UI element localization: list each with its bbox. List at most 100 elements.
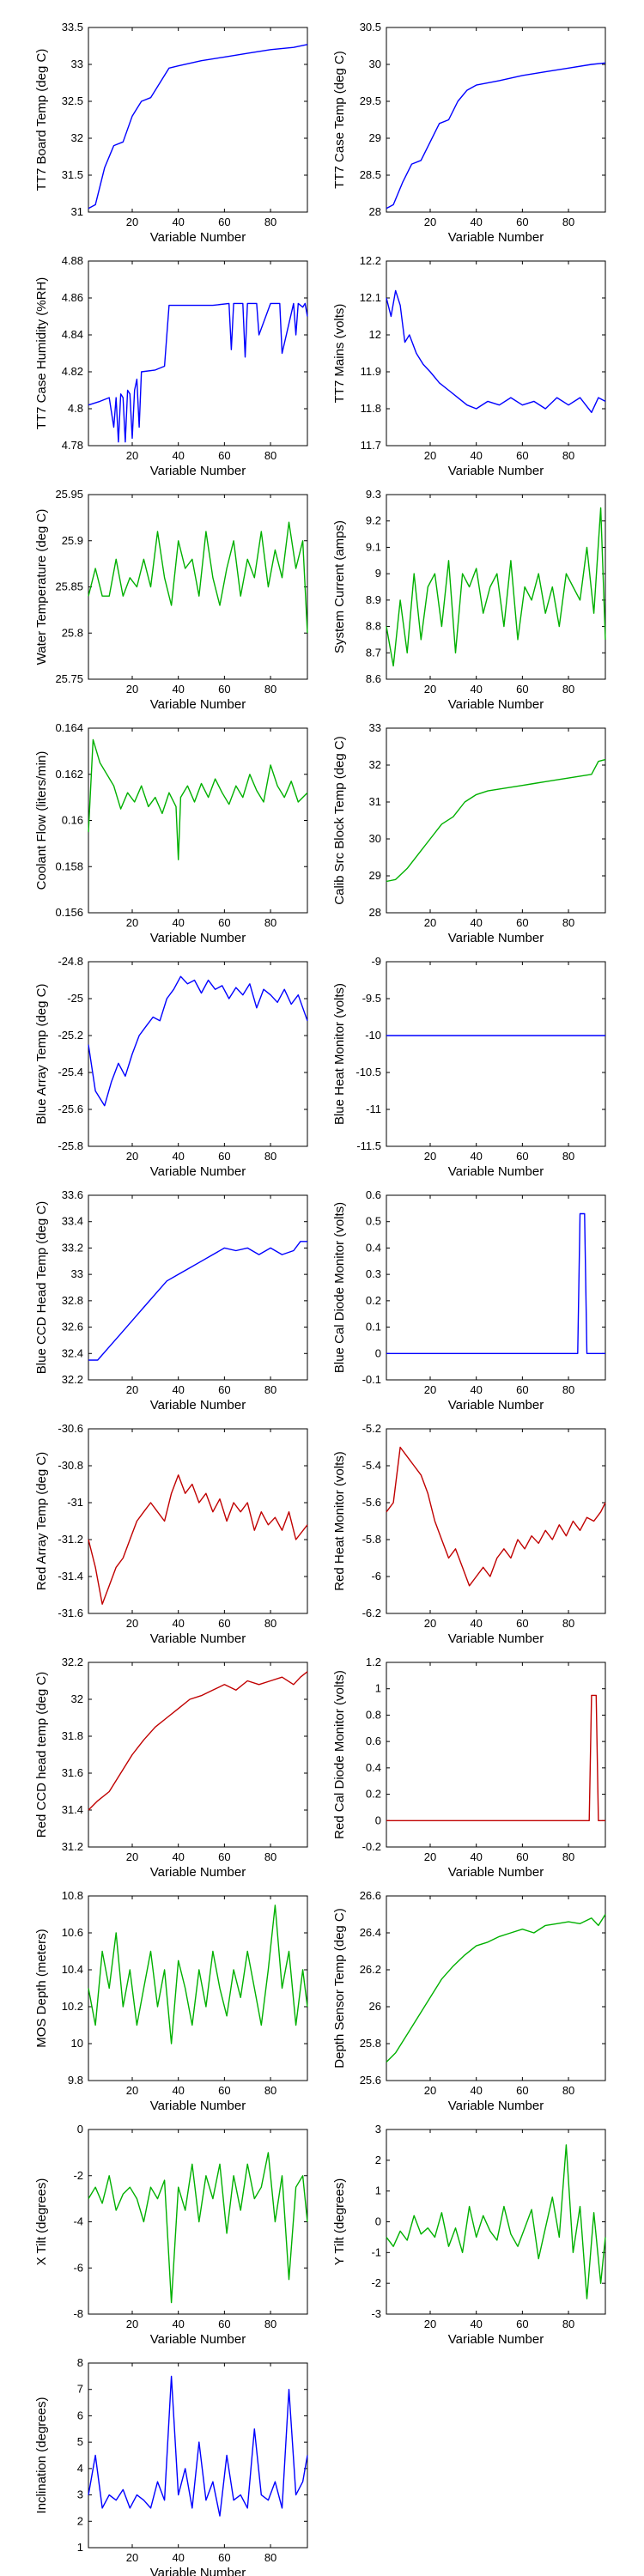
y-tick-label: 30 (369, 58, 381, 70)
x-tick-label: 40 (470, 1850, 482, 1863)
y-tick-label: -31.2 (58, 1533, 83, 1546)
x-tick-label: 60 (516, 216, 528, 228)
x-tick-label: 40 (172, 1383, 184, 1396)
y-tick-label: 25.85 (55, 580, 83, 593)
y-axis-label: X Tilt (degrees) (34, 2178, 49, 2266)
y-tick-label: 4.88 (62, 254, 83, 267)
x-tick-label: 60 (218, 1383, 230, 1396)
y-tick-label: -25.6 (58, 1103, 83, 1115)
y-tick-label: 7 (77, 2383, 83, 2396)
x-tick-label: 60 (516, 916, 528, 929)
series-line (386, 1446, 606, 1587)
y-tick-label: 1.2 (366, 1656, 381, 1668)
x-tick-label: 40 (172, 1617, 184, 1630)
x-tick-label: 60 (516, 1617, 528, 1630)
series-line (88, 2152, 308, 2304)
x-tick-label: 80 (562, 2084, 574, 2097)
x-tick-label: 60 (218, 1150, 230, 1163)
y-tick-label: 0 (375, 1814, 381, 1826)
series-line (88, 1671, 308, 1811)
y-axis-label: Coolant Flow (liters/min) (34, 751, 49, 890)
x-tick-label: 60 (218, 916, 230, 929)
y-tick-label: 31.5 (62, 168, 83, 181)
y-tick-label: 0.8 (366, 1708, 381, 1721)
chart-panel-6: 20 40 60 80 8.6 8.7 8.8 8.9 9 9.1 9.2 9.3 Variable N… (332, 488, 606, 712)
series-line (88, 738, 308, 860)
y-tick-label: -30.8 (58, 1459, 83, 1472)
plot-frame (88, 260, 308, 447)
x-tick-label: 40 (470, 916, 482, 929)
y-tick-label: 0.2 (366, 1788, 381, 1801)
plot-frame (386, 494, 606, 680)
y-tick-label: 32.2 (62, 1373, 83, 1386)
y-tick-label: 9.3 (366, 488, 381, 501)
y-tick-label: 1 (375, 2184, 381, 2197)
series-line (88, 302, 308, 443)
y-tick-label: 25.6 (360, 2074, 381, 2087)
y-axis-label: MOS Depth (meters) (34, 1929, 49, 2047)
y-tick-label: 30 (369, 832, 381, 845)
y-tick-label: 0.164 (55, 721, 83, 734)
y-tick-label: -31.6 (58, 1607, 83, 1619)
y-tick-label: -25.4 (58, 1066, 83, 1078)
y-axis-label: Red Array Temp (deg C) (34, 1452, 49, 1590)
plot-frame (88, 1194, 308, 1381)
y-tick-label: 0.5 (366, 1215, 381, 1228)
y-tick-label: -2 (371, 2276, 381, 2289)
x-axis-label: Variable Number (150, 1398, 246, 1413)
y-tick-label: -5.2 (362, 1422, 381, 1435)
x-axis-label: Variable Number (448, 1865, 544, 1880)
chart-panel-1: 20 40 60 80 31 31.5 32 32.5 33 33.5 Variable Numbe… (34, 21, 308, 245)
plot-frame (88, 2129, 308, 2315)
y-tick-label: 3 (375, 2123, 381, 2136)
plot-frame (386, 2129, 606, 2315)
chart-panel-7: 20 40 60 80 0.156 0.158 0.16 0.162 0.164 Variable… (34, 721, 308, 945)
y-tick-label: -9 (371, 955, 381, 968)
y-axis-label: Blue CCD Head Temp (deg C) (34, 1201, 49, 1374)
x-tick-label: 60 (218, 216, 230, 228)
y-tick-label: 2 (375, 2154, 381, 2166)
y-tick-label: -8 (73, 2307, 83, 2320)
x-axis-label: Variable Number (448, 230, 544, 245)
plot-frame (88, 727, 308, 914)
x-tick-label: 80 (264, 1617, 276, 1630)
y-tick-label: 25.8 (360, 2037, 381, 2050)
x-tick-label: 20 (424, 1617, 436, 1630)
y-tick-label: 0.4 (366, 1241, 381, 1254)
y-tick-label: -24.8 (58, 955, 83, 968)
y-tick-label: 33.5 (62, 21, 83, 33)
x-tick-label: 40 (470, 2318, 482, 2330)
y-tick-label: 1 (77, 2541, 83, 2554)
plot-frame (88, 961, 308, 1147)
x-tick-label: 20 (126, 916, 138, 929)
series-line (386, 62, 606, 210)
x-tick-label: 80 (562, 683, 574, 696)
y-axis-label: Blue Cal Diode Monitor (volts) (332, 1202, 347, 1373)
y-axis-label: Blue Array Temp (deg C) (34, 984, 49, 1125)
y-tick-label: 25.8 (62, 626, 83, 639)
x-axis-label: Variable Number (448, 2332, 544, 2347)
y-tick-label: -5.4 (362, 1459, 381, 1472)
chart-panel-12: 20 40 60 80 -0.1 0 0.1 0.2 0.3 0.4 0.5 0.6 Variable … (332, 1188, 606, 1413)
x-tick-label: 20 (424, 683, 436, 696)
x-tick-label: 20 (126, 216, 138, 228)
y-tick-label: -6.2 (362, 1607, 381, 1619)
x-axis-label: Variable Number (448, 2099, 544, 2113)
series-line (386, 1694, 605, 1822)
x-tick-label: 80 (562, 916, 574, 929)
y-tick-label: 28 (369, 906, 381, 919)
x-tick-label: 80 (562, 1850, 574, 1863)
y-tick-label: -25 (67, 992, 83, 1005)
x-tick-label: 60 (516, 1383, 528, 1396)
x-tick-label: 80 (264, 1383, 276, 1396)
y-axis-label: TT7 Mains (volts) (332, 304, 347, 404)
chart-panel-11: 20 40 60 80 32.2 32.4 32.6 32.8 33 33.2 33.4 33.6 Va… (34, 1188, 308, 1413)
y-tick-label: -4 (73, 2215, 83, 2228)
x-tick-label: 20 (424, 216, 436, 228)
series-line (386, 1212, 605, 1355)
x-tick-label: 40 (470, 1383, 482, 1396)
x-tick-label: 20 (424, 449, 436, 462)
y-tick-label: 10.8 (62, 1889, 83, 1902)
y-tick-label: -6 (371, 1570, 381, 1583)
plot-frame (88, 1895, 308, 2081)
